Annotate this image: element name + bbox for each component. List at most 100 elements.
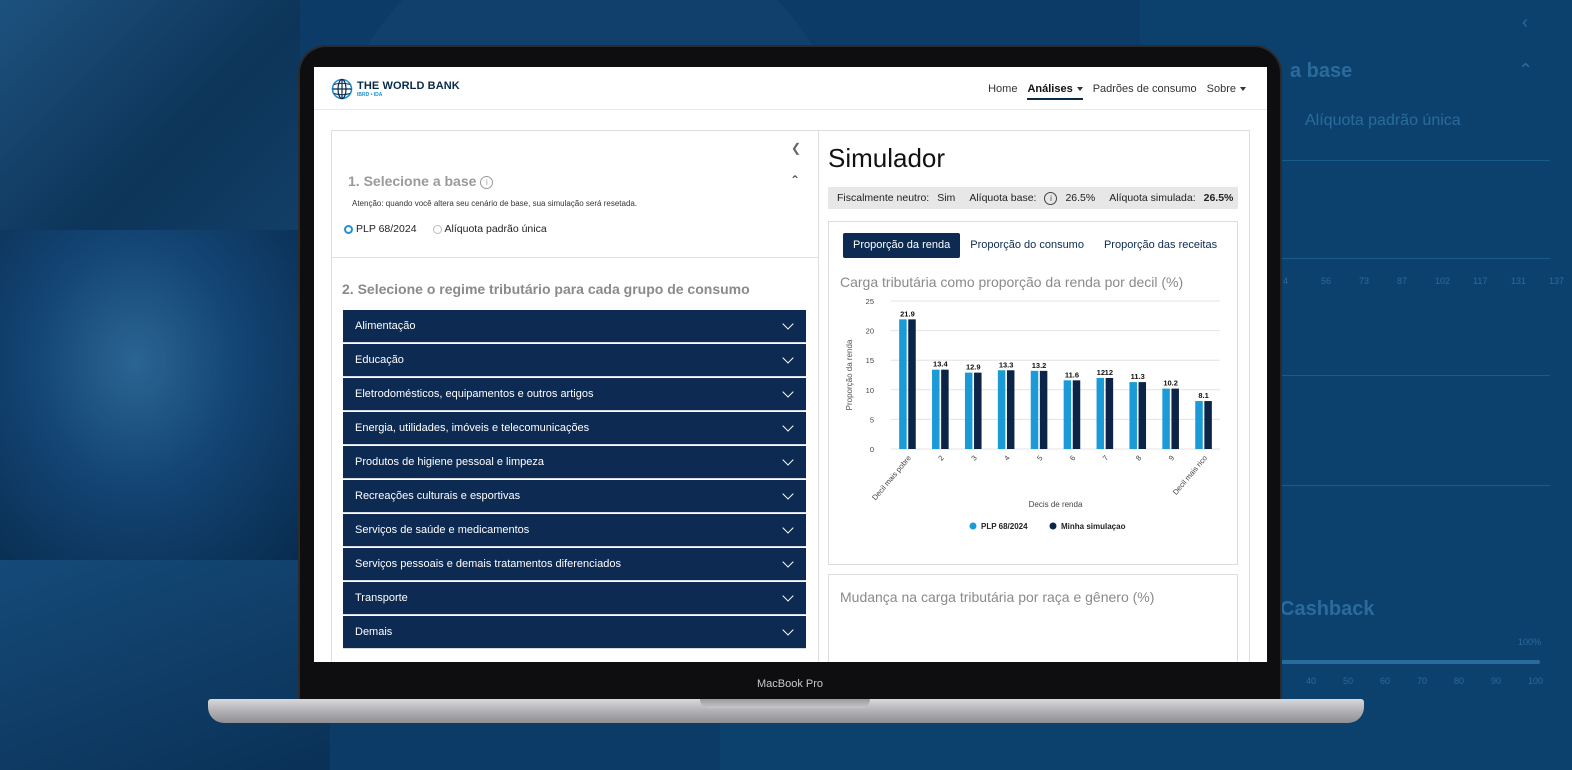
x-tick-label: 2 (936, 454, 946, 463)
accordion-item-alimentacao[interactable]: Alimentação (343, 310, 806, 343)
x-tick-label: 4 (1002, 454, 1012, 463)
bar-plp (899, 319, 907, 449)
bar-simulacao (1039, 370, 1048, 449)
ghost-tick: 100 (1528, 676, 1544, 686)
data-label: 12.9 (966, 363, 981, 372)
radio-aliquota-unica[interactable]: Alíquota padrão única (432, 223, 547, 235)
ghost-tick: 4 (1283, 276, 1289, 286)
ghost-up-chevron-icon: ⌃ (1518, 60, 1534, 80)
accordion-label: Serviços de saúde e medicamentos (355, 524, 530, 536)
accordion-label: Produtos de higiene pessoal e limpeza (355, 456, 544, 468)
accordion-item-servicos-pessoais[interactable]: Serviços pessoais e demais tratamentos d… (343, 548, 806, 581)
legend-swatch (969, 522, 977, 530)
data-label: 21.9 (900, 309, 915, 318)
background-photo-child (0, 230, 300, 560)
consumption-group-accordion: Alimentação Educação Eletrodomésticos, e… (343, 310, 806, 650)
ghost-tick: 131 (1511, 276, 1527, 286)
data-label: 13.3 (999, 360, 1014, 369)
accordion-label: Educação (355, 354, 404, 366)
tab-proporcao-receitas[interactable]: Proporção das receitas (1103, 239, 1218, 251)
x-tick-label: Decil mais rico (1171, 454, 1209, 497)
ghost-tick: 102 (1435, 276, 1451, 286)
nav-padroes-consumo[interactable]: Padrões de consumo (1092, 83, 1197, 95)
y-tick-label: 20 (866, 327, 874, 336)
accordion-label: Alimentação (355, 320, 416, 332)
ghost-tick: 50 (1343, 676, 1354, 686)
bar-plp (1195, 401, 1203, 449)
tab-proporcao-consumo[interactable]: Proporção do consumo (970, 239, 1084, 251)
ghost-back-chevron-icon: ‹ (1522, 12, 1528, 32)
chevron-down-icon (782, 454, 794, 466)
nav-analises-label: Análises (1027, 83, 1073, 95)
chart-card (828, 221, 1238, 565)
logo-subtitle: IBRD • IDA (357, 91, 383, 98)
device-label: MacBook Pro (756, 678, 824, 690)
chart-title: Carga tributária como proporção da renda… (840, 274, 1184, 290)
legend-swatch (1049, 522, 1057, 530)
radio-selected-icon (344, 224, 353, 234)
info-icon[interactable]: i (1044, 191, 1058, 205)
ghost-divider (1280, 375, 1550, 376)
accordion-item-higiene[interactable]: Produtos de higiene pessoal e limpeza (343, 446, 806, 479)
sim-rate-value: 26.5% (1203, 192, 1234, 204)
collapse-panel-chevron-icon[interactable]: ❮ (791, 141, 802, 155)
race-gender-title: Mudança na carga tributária por raça e g… (840, 589, 1155, 605)
ghost-divider (1280, 258, 1550, 259)
accordion-item-eletrodomesticos[interactable]: Eletrodomésticos, equipamentos e outros … (343, 378, 806, 411)
world-bank-logo[interactable]: THE WORLD BANK IBRD • IDA (331, 78, 460, 100)
globe-icon (331, 78, 353, 100)
ghost-tick: 40 (1306, 676, 1317, 686)
x-tick-label: 5 (1035, 454, 1045, 463)
radio-plp-label: PLP 68/2024 (356, 223, 417, 235)
accordion-item-transporte[interactable]: Transporte (343, 582, 806, 615)
nav-sobre[interactable]: Sobre (1207, 83, 1246, 95)
accordion-item-demais[interactable]: Demais (343, 616, 806, 649)
neutral-label: Fiscalmente neutro: (837, 192, 930, 204)
main-nav: Home Análises Padrões de consumo Sobre (988, 83, 1246, 100)
accordion-item-energia[interactable]: Energia, utilidades, imóveis e telecomun… (343, 412, 806, 445)
x-axis-label: Decis de renda (1029, 500, 1083, 509)
base-rate-value: 26.5% (1065, 192, 1096, 204)
y-axis-label: Proporção da renda (845, 339, 854, 410)
tab-proporcao-renda[interactable]: Proporção da renda (843, 233, 961, 258)
accordion-label: Eletrodomésticos, equipamentos e outros … (355, 388, 594, 400)
base-rate-label: Alíquota base: (969, 192, 1037, 204)
ghost-tick: 117 (1473, 276, 1488, 286)
top-navbar: THE WORLD BANK IBRD • IDA Home Análises … (314, 67, 1267, 110)
y-tick-label: 0 (870, 445, 874, 454)
accordion-item-saude[interactable]: Serviços de saúde e medicamentos (343, 514, 806, 547)
data-label: 12 (1105, 368, 1113, 377)
chevron-down-icon (782, 590, 794, 602)
x-tick-label: Decil mais pobre (870, 454, 913, 503)
collapse-section-chevron-icon[interactable]: ⌃ (790, 173, 801, 187)
bar-plp (1162, 388, 1170, 449)
ghost-divider (1280, 160, 1550, 161)
x-tick-label: 3 (969, 454, 979, 463)
bar-simulacao (1138, 382, 1147, 449)
accordion-item-recreacoes[interactable]: Recreações culturais e esportivas (343, 480, 806, 513)
info-icon[interactable]: i (480, 176, 494, 189)
chevron-down-icon (782, 522, 794, 534)
bar-plp (1096, 377, 1105, 449)
radio-plp[interactable]: PLP 68/2024 (344, 223, 417, 235)
section1-title: 1. Selecione a base i (348, 173, 494, 189)
background-photo-workers (0, 0, 300, 230)
ghost-cashback-title: Cashback (1280, 598, 1375, 620)
nav-home[interactable]: Home (988, 83, 1018, 95)
y-tick-label: 10 (866, 386, 874, 395)
base-radio-group: PLP 68/2024 Alíquota padrão única (344, 223, 547, 235)
accordion-label: Energia, utilidades, imóveis e telecomun… (355, 422, 590, 434)
section2-title: 2. Selecione o regime tributário para ca… (342, 281, 750, 297)
accordion-item-educacao[interactable]: Educação (343, 344, 806, 377)
ghost-tick: 56 (1321, 276, 1332, 286)
data-label: 13.2 (1032, 361, 1047, 370)
nav-analises[interactable]: Análises (1027, 83, 1083, 100)
simulator-panel (818, 130, 1250, 662)
ghost-tick: 90 (1491, 676, 1502, 686)
accordion-label: Transporte (355, 592, 408, 604)
chevron-down-icon (782, 624, 794, 636)
bar-simulacao (1105, 377, 1114, 449)
ghost-tick: 73 (1359, 276, 1370, 286)
data-label: 8.1 (1198, 391, 1208, 400)
